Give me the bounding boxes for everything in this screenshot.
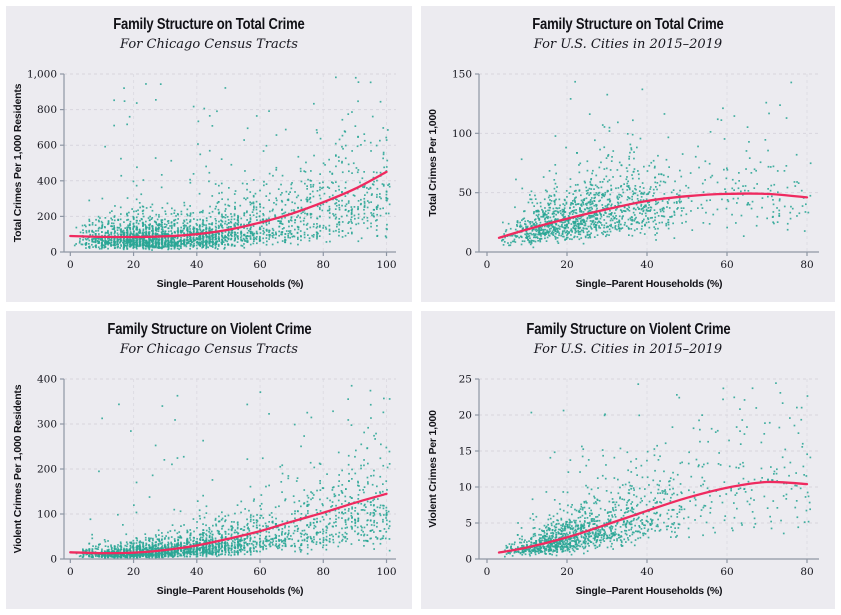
svg-text:80: 80	[800, 259, 813, 271]
chart-subtitle: For U.S. Cities in 2015–2019	[533, 37, 723, 52]
svg-text:80: 80	[317, 259, 330, 271]
svg-text:Single–Parent Households (%): Single–Parent Households (%)	[157, 278, 304, 290]
svg-text:60: 60	[253, 259, 266, 271]
svg-text:0: 0	[465, 247, 472, 259]
svg-text:40: 40	[190, 259, 203, 271]
chart-subtitle: For U.S. Cities in 2015–2019	[533, 342, 723, 357]
chart-title: Family Structure on Total Crime	[113, 16, 305, 33]
svg-text:40: 40	[640, 259, 653, 271]
svg-text:800: 800	[37, 104, 57, 116]
svg-text:1,000: 1,000	[27, 69, 57, 81]
svg-text:60: 60	[720, 259, 733, 271]
svg-text:20: 20	[127, 259, 140, 271]
chart-subtitle: For Chicago Census Tracts	[120, 342, 298, 357]
svg-text:20: 20	[560, 259, 573, 271]
svg-text:0: 0	[50, 247, 57, 259]
scatter-plot-total-us: 0 50 100 150 0 20 40 60 80 Single–Parent Househol…	[427, 69, 819, 290]
chart-panel-total-chicago: 0 200 400 600 800 1,000 0 20 40 60 80 100 Single–Par…	[6, 6, 412, 302]
chart-subtitle: For Chicago Census Tracts	[120, 37, 298, 52]
chart-panel-total-us: 0 50 100 150 0 20 40 60 80 Single–Parent Househol…	[421, 6, 835, 302]
svg-text:50: 50	[459, 187, 472, 199]
svg-text:150: 150	[452, 69, 472, 81]
chart-panel-violent-us: 0 5 10 15 20 25 0 20 40 60 80 Single–Parent Househo…	[421, 311, 835, 609]
chart-title: Family Structure on Total Crime	[532, 16, 724, 33]
chart-panel-violent-chicago: 0 100 200 300 400 0 20 40 60 80 100 Single–Parent H…	[6, 311, 412, 609]
scatter-plot-total-chicago: 0 200 400 600 800 1,000 0 20 40 60 80 100 Single–Par…	[12, 69, 397, 291]
svg-text:Total Crimes Per 1,000 Residen: Total Crimes Per 1,000 Residents	[12, 83, 24, 242]
svg-text:0: 0	[67, 259, 74, 271]
svg-text:Total Crimes Per 1,000: Total Crimes Per 1,000	[427, 109, 439, 217]
svg-text:100: 100	[452, 128, 472, 140]
svg-text:200: 200	[37, 211, 57, 223]
chart-title: Family Structure on Violent Crime	[525, 321, 731, 338]
svg-text:Single–Parent Households (%): Single–Parent Households (%)	[576, 278, 723, 290]
svg-text:400: 400	[37, 175, 57, 187]
chart-title: Family Structure on Violent Crime	[106, 321, 312, 338]
svg-text:0: 0	[484, 259, 491, 271]
svg-text:600: 600	[37, 140, 57, 152]
svg-text:100: 100	[376, 259, 396, 271]
